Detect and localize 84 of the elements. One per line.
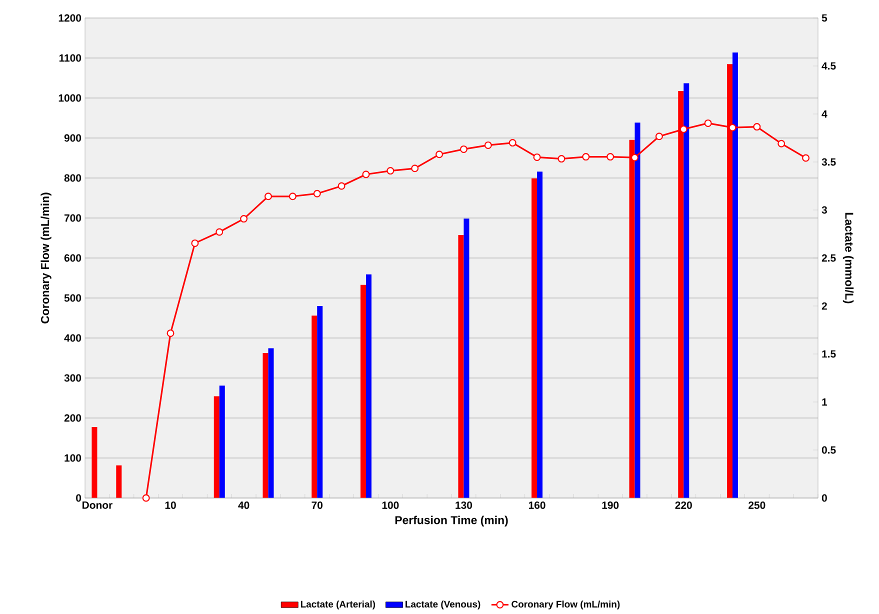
x-tick-label: Donor bbox=[82, 502, 112, 509]
point bbox=[704, 119, 712, 127]
y-tick-label: 1000 bbox=[58, 94, 82, 102]
x-tick-label: 250 bbox=[748, 502, 766, 509]
point bbox=[216, 228, 224, 236]
bar bbox=[214, 396, 220, 498]
point bbox=[753, 123, 761, 131]
x-tick-label: 190 bbox=[602, 502, 619, 509]
y-tick-label: 800 bbox=[64, 174, 82, 182]
point bbox=[508, 139, 516, 147]
bar bbox=[262, 353, 268, 498]
point bbox=[582, 153, 590, 161]
point bbox=[533, 153, 541, 161]
bar bbox=[634, 122, 640, 498]
bar bbox=[366, 274, 372, 498]
legend-label: Coronary Flow (mL/min) bbox=[512, 600, 620, 610]
point bbox=[142, 494, 150, 502]
bar bbox=[268, 348, 274, 498]
point bbox=[558, 155, 566, 163]
point bbox=[313, 190, 321, 198]
point bbox=[166, 329, 174, 337]
x-tick-label: 70 bbox=[312, 502, 323, 509]
point bbox=[386, 167, 394, 175]
point bbox=[802, 154, 810, 162]
bar bbox=[458, 234, 464, 498]
x-tick-label: 130 bbox=[456, 502, 472, 509]
y2-axis-title: Lactate (mmol/L) bbox=[842, 212, 854, 304]
point bbox=[778, 140, 786, 148]
bar bbox=[317, 306, 323, 498]
y2-tick-label: 4.5 bbox=[822, 62, 836, 70]
legend-label: Lactate (Venous) bbox=[406, 600, 480, 610]
point bbox=[191, 239, 199, 247]
point bbox=[460, 145, 468, 153]
bar bbox=[312, 316, 318, 498]
y-tick-label: 1200 bbox=[58, 14, 82, 22]
x-tick-label: 10 bbox=[165, 502, 176, 509]
bar bbox=[684, 83, 690, 498]
bar bbox=[360, 284, 366, 498]
y-tick-label: 1100 bbox=[59, 54, 82, 62]
point bbox=[484, 141, 492, 149]
y-tick-label: 300 bbox=[64, 374, 82, 382]
bar bbox=[219, 386, 225, 498]
y2-tick-label: 2.5 bbox=[822, 254, 836, 262]
point bbox=[338, 182, 346, 190]
y-tick-label: 600 bbox=[64, 254, 82, 262]
y2-tick-label: 3 bbox=[822, 206, 827, 214]
y2-tick-label: 1.5 bbox=[822, 350, 836, 358]
y-tick-label: 700 bbox=[64, 214, 82, 222]
x-tick-label: 220 bbox=[675, 502, 692, 509]
y2-tick-label: 3.5 bbox=[822, 158, 836, 166]
bar bbox=[92, 426, 98, 498]
y2-tick-label: 5 bbox=[822, 14, 828, 22]
y2-tick-label: 4 bbox=[822, 110, 828, 118]
x-tick-label: 40 bbox=[238, 502, 250, 509]
y-tick-label: 200 bbox=[64, 414, 82, 422]
point bbox=[411, 164, 419, 172]
y-tick-label: 400 bbox=[64, 334, 82, 342]
bar bbox=[532, 178, 538, 498]
bar bbox=[732, 52, 738, 498]
y-tick-label: 900 bbox=[64, 134, 82, 142]
point bbox=[631, 154, 639, 162]
legend-label: Lactate (Arterial) bbox=[300, 600, 376, 610]
point bbox=[655, 132, 663, 140]
y-tick-label: 500 bbox=[64, 294, 82, 302]
y-tick-label: 0 bbox=[76, 494, 82, 502]
point bbox=[288, 192, 296, 200]
point bbox=[728, 124, 736, 132]
point bbox=[264, 192, 272, 200]
point bbox=[606, 153, 614, 161]
x-axis-title: Perfusion Time (min) bbox=[395, 516, 508, 526]
bar bbox=[116, 465, 122, 498]
y2-tick-label: 2 bbox=[822, 302, 827, 310]
x-tick-label: 100 bbox=[382, 502, 399, 509]
bar bbox=[464, 218, 470, 498]
y2-tick-label: 0 bbox=[822, 494, 827, 502]
point bbox=[436, 150, 444, 158]
x-tick-label: 160 bbox=[528, 502, 546, 509]
y-tick-label: 100 bbox=[64, 454, 82, 462]
bar bbox=[537, 172, 543, 498]
point bbox=[240, 215, 248, 223]
y2-tick-label: 1 bbox=[822, 398, 828, 406]
point bbox=[362, 170, 370, 178]
y-axis-title: Coronary Flow (mL/min) bbox=[40, 192, 52, 324]
y2-tick-label: 0.5 bbox=[822, 446, 836, 454]
